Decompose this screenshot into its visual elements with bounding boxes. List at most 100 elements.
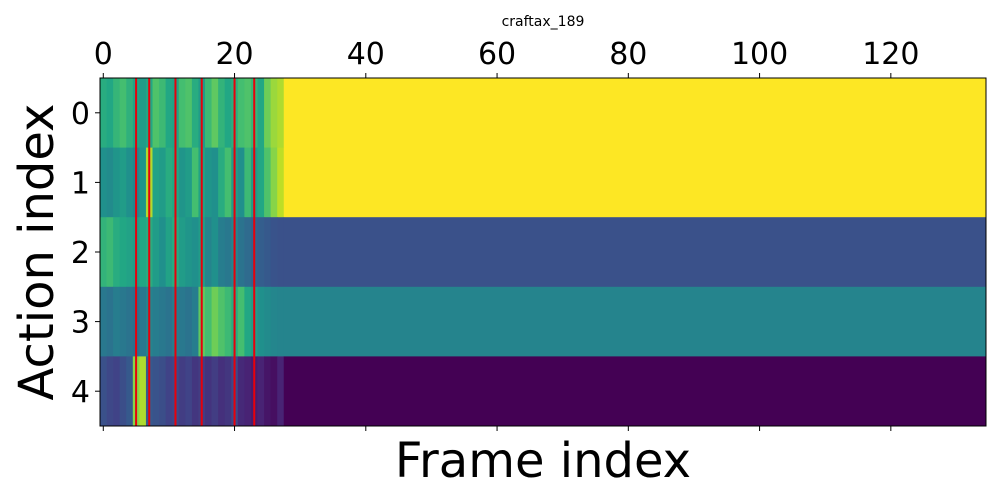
heatmap-cell xyxy=(106,286,114,357)
heatmap-cell xyxy=(113,217,121,288)
heatmap-cell xyxy=(106,217,114,288)
heatmap-cell xyxy=(244,356,252,427)
heatmap-cell xyxy=(224,147,232,218)
heatmap-cell xyxy=(126,356,134,427)
heatmap-cell xyxy=(218,286,226,357)
x-tick-label: 20 xyxy=(215,37,253,72)
heatmap-cell xyxy=(159,286,167,357)
heatmap-cell xyxy=(139,78,147,148)
heatmap-cell xyxy=(159,147,167,218)
heatmap-steady-block xyxy=(283,286,987,357)
heatmap-cell xyxy=(100,217,107,288)
heatmap-cell xyxy=(113,286,121,357)
heatmap-cell xyxy=(264,356,272,427)
heatmap-cell xyxy=(205,217,212,288)
heatmap-cell xyxy=(139,286,147,357)
heatmap-cell xyxy=(191,78,199,148)
heatmap-cell xyxy=(264,78,272,148)
x-tick-label: 40 xyxy=(347,37,385,72)
heatmap-cell xyxy=(185,356,193,427)
heatmap-cell xyxy=(119,356,127,427)
heatmap-cell xyxy=(165,217,173,288)
heatmap-cell xyxy=(218,78,226,148)
heatmap-cell xyxy=(211,217,219,288)
x-tick-label: 100 xyxy=(731,37,788,72)
heatmap-cell xyxy=(205,286,212,357)
heatmap-cell xyxy=(277,147,285,218)
heatmap-cell xyxy=(119,286,127,357)
heatmap-cell xyxy=(152,147,160,218)
heatmap-cell xyxy=(264,147,272,218)
heatmap-cell xyxy=(113,147,121,218)
y-axis-label: Action index xyxy=(9,104,65,401)
heatmap-cell xyxy=(126,78,134,148)
heatmap-cell xyxy=(185,78,193,148)
y-tick-label: 1 xyxy=(71,166,90,201)
heatmap-cell xyxy=(178,217,186,288)
heatmap-cell xyxy=(205,147,212,218)
heatmap-cell xyxy=(119,147,127,218)
heatmap-cell xyxy=(113,356,121,427)
heatmap-cell xyxy=(126,286,134,357)
y-axis-ticks: 0 1 2 3 4 xyxy=(71,97,100,410)
heatmap-cell xyxy=(211,286,219,357)
y-tick-label: 4 xyxy=(71,375,90,410)
heatmap-cell xyxy=(185,286,193,357)
heatmap-cell xyxy=(218,356,226,427)
heatmap-cell xyxy=(277,217,285,288)
heatmap-steady-block xyxy=(283,147,987,218)
heatmap-cell xyxy=(205,78,212,148)
chart-title: craftax_189 xyxy=(502,14,585,30)
heatmap-cell xyxy=(237,356,245,427)
heatmap-cell xyxy=(178,78,186,148)
heatmap-cell xyxy=(152,356,160,427)
heatmap-cell xyxy=(113,78,121,148)
heatmap-cell xyxy=(100,147,107,218)
x-tick-label: 120 xyxy=(862,37,919,72)
heatmap-cell xyxy=(191,356,199,427)
heatmap-cell xyxy=(257,78,265,148)
heatmap-cell xyxy=(126,217,134,288)
heatmap-cell xyxy=(106,356,114,427)
heatmap-cell xyxy=(277,78,285,148)
heatmap-cell xyxy=(205,356,212,427)
heatmap-cell xyxy=(270,78,278,148)
heatmap-steady-block xyxy=(283,356,987,427)
x-tick-label: 60 xyxy=(478,37,516,72)
heatmap-cell xyxy=(277,286,285,357)
heatmap-cell xyxy=(152,217,160,288)
heatmap-cell xyxy=(191,217,199,288)
x-axis-ticks: 0 20 40 60 80 100 120 xyxy=(94,37,919,431)
heatmap-cell xyxy=(224,78,232,148)
x-axis-label: Frame index xyxy=(395,433,691,489)
heatmap-cell xyxy=(178,356,186,427)
heatmap-cell xyxy=(224,286,232,357)
heatmap-cell xyxy=(264,217,272,288)
heatmap-cell xyxy=(237,147,245,218)
heatmap-cell xyxy=(152,78,160,148)
heatmap-cell xyxy=(211,356,219,427)
heatmap-cell xyxy=(270,147,278,218)
heatmap-cell xyxy=(191,286,199,357)
heatmap-cell xyxy=(185,147,193,218)
heatmap-steady-block xyxy=(283,217,987,288)
heatmap-cell xyxy=(119,78,127,148)
heatmap-cell xyxy=(165,78,173,148)
heatmap-cell xyxy=(244,217,252,288)
heatmap-cell xyxy=(126,147,134,218)
heatmap-cell xyxy=(165,286,173,357)
heatmap-cell xyxy=(106,147,114,218)
heatmap-cell xyxy=(159,217,167,288)
heatmap-cell xyxy=(270,356,278,427)
heatmap-cell xyxy=(237,286,245,357)
heatmap-cell xyxy=(191,147,199,218)
heatmap-cell xyxy=(218,147,226,218)
heatmap-cell xyxy=(237,78,245,148)
heatmap-cells xyxy=(100,78,987,427)
heatmap-cell xyxy=(178,286,186,357)
heatmap-steady-block xyxy=(283,78,987,148)
heatmap-cell xyxy=(237,217,245,288)
heatmap-cell xyxy=(270,286,278,357)
heatmap-cell xyxy=(277,356,285,427)
